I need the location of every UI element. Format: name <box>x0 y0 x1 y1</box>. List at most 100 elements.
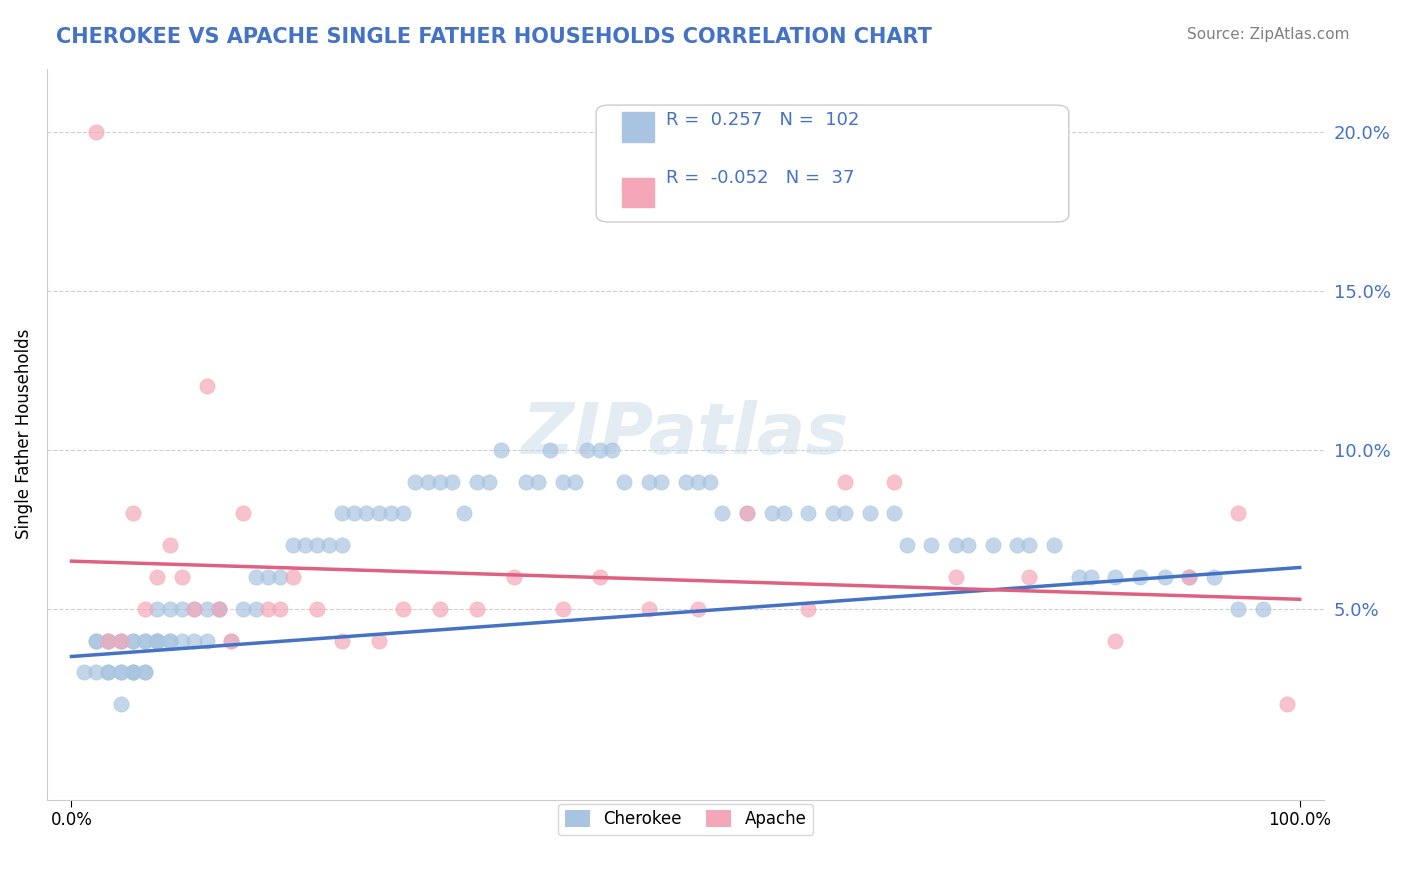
Point <box>1018 570 1040 584</box>
Point <box>527 475 550 489</box>
Point <box>540 442 562 457</box>
Point <box>711 507 734 521</box>
Text: ZIPatlas: ZIPatlas <box>522 400 849 468</box>
Point <box>110 633 132 648</box>
Point <box>257 602 280 616</box>
Point <box>859 507 882 521</box>
Point <box>551 602 574 616</box>
Point <box>159 602 181 616</box>
Point <box>110 665 132 680</box>
Point <box>208 602 231 616</box>
Point <box>318 538 340 552</box>
Point <box>219 633 242 648</box>
Point <box>576 442 599 457</box>
Point <box>515 475 537 489</box>
Point <box>97 633 120 648</box>
Point <box>1227 507 1250 521</box>
Point <box>834 507 856 521</box>
Point <box>1178 570 1201 584</box>
Point <box>367 633 389 648</box>
Point <box>269 570 291 584</box>
Point <box>613 475 636 489</box>
Point <box>232 507 254 521</box>
Point <box>588 570 610 584</box>
Point <box>134 633 156 648</box>
Point <box>502 570 524 584</box>
Point <box>1178 570 1201 584</box>
Point <box>146 602 169 616</box>
Point <box>354 507 377 521</box>
Point <box>269 602 291 616</box>
Point <box>134 602 156 616</box>
Point <box>1129 570 1152 584</box>
Point <box>159 633 181 648</box>
Point <box>465 602 488 616</box>
Text: R =  -0.052   N =  37: R = -0.052 N = 37 <box>666 169 855 187</box>
Point <box>1227 602 1250 616</box>
Point <box>159 538 181 552</box>
Point <box>97 665 120 680</box>
Point <box>134 665 156 680</box>
Point <box>195 602 218 616</box>
Point <box>97 633 120 648</box>
Point <box>146 633 169 648</box>
Point <box>945 570 967 584</box>
Point <box>281 538 304 552</box>
Point <box>699 475 721 489</box>
Point <box>245 570 267 584</box>
Point <box>797 602 820 616</box>
Point <box>232 602 254 616</box>
Point <box>551 475 574 489</box>
Point <box>1018 538 1040 552</box>
Point <box>121 665 143 680</box>
Text: CHEROKEE VS APACHE SINGLE FATHER HOUSEHOLDS CORRELATION CHART: CHEROKEE VS APACHE SINGLE FATHER HOUSEHO… <box>56 27 932 46</box>
Point <box>208 602 231 616</box>
Point <box>330 538 353 552</box>
Point <box>981 538 1004 552</box>
Point <box>170 570 193 584</box>
Point <box>491 442 513 457</box>
Point <box>600 442 623 457</box>
Point <box>1043 538 1066 552</box>
Point <box>429 475 451 489</box>
Point <box>920 538 942 552</box>
Text: Source: ZipAtlas.com: Source: ZipAtlas.com <box>1187 27 1350 42</box>
Point <box>1277 697 1299 711</box>
Point <box>675 475 697 489</box>
Point <box>735 507 758 521</box>
Point <box>564 475 586 489</box>
Point <box>195 379 218 393</box>
Point <box>195 633 218 648</box>
Point <box>110 633 132 648</box>
Point <box>896 538 918 552</box>
Point <box>110 697 132 711</box>
Point <box>797 507 820 521</box>
Point <box>945 538 967 552</box>
Point <box>183 602 205 616</box>
Point <box>257 570 280 584</box>
Point <box>110 633 132 648</box>
Point <box>121 665 143 680</box>
Point <box>834 475 856 489</box>
Point <box>686 602 709 616</box>
Point <box>957 538 980 552</box>
Point <box>380 507 402 521</box>
Point <box>367 507 389 521</box>
FancyBboxPatch shape <box>621 112 654 142</box>
Point <box>84 125 107 139</box>
Point <box>84 665 107 680</box>
Point <box>146 633 169 648</box>
Point <box>761 507 783 521</box>
Point <box>1153 570 1175 584</box>
Point <box>245 602 267 616</box>
Point <box>170 602 193 616</box>
Point <box>821 507 844 521</box>
Point <box>465 475 488 489</box>
Point <box>121 507 143 521</box>
Point <box>1251 602 1274 616</box>
Point <box>1080 570 1102 584</box>
Point <box>637 475 659 489</box>
Point <box>307 602 329 616</box>
Point <box>330 507 353 521</box>
Text: R =  0.257   N =  102: R = 0.257 N = 102 <box>666 111 860 128</box>
